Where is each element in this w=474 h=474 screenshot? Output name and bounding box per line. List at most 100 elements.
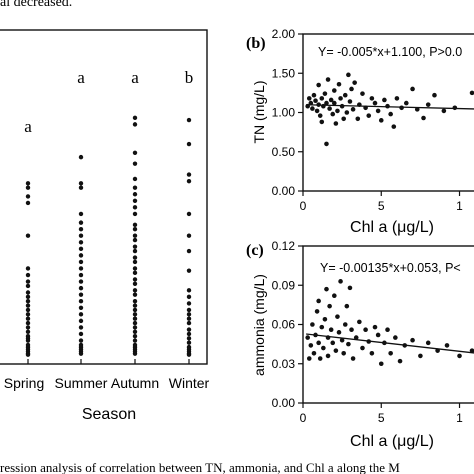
panel-c-point — [328, 327, 334, 333]
panel-c-point — [322, 316, 328, 322]
panel-c-point — [369, 350, 375, 356]
panel-a-point — [25, 194, 31, 199]
panel-b-ytick-label: 2.00 — [272, 27, 296, 41]
panel-a-xtick-label: Spring — [4, 375, 44, 391]
panel-a-point — [132, 185, 138, 190]
panel-a-point — [132, 176, 138, 182]
panel-a-point — [25, 316, 31, 321]
panel-c-point — [317, 356, 323, 361]
panel-b-point — [319, 119, 325, 125]
panel-a-point — [25, 307, 31, 313]
panel-a-point — [78, 325, 84, 330]
panel-a-frame — [0, 29, 208, 365]
panel-b-point — [316, 82, 321, 88]
panel-a-significance-letter: a — [131, 68, 139, 87]
panel-b-point — [308, 100, 314, 106]
panel-a-significance-letter: a — [77, 68, 85, 87]
panel-a-point — [186, 248, 192, 254]
panel-b-point — [327, 106, 332, 111]
panel-a-point — [25, 283, 31, 289]
panel-c-point — [357, 319, 362, 325]
panel-a-significance-letter: a — [24, 117, 32, 136]
panel-a-point — [186, 301, 192, 306]
panel-c-point — [325, 353, 331, 359]
panel-a-point — [78, 279, 84, 284]
panel-a-point — [132, 122, 138, 127]
panel-a-point — [132, 312, 138, 317]
panel-b-ytick-label: 0.50 — [272, 145, 296, 159]
panel-b-equation: Y= -0.005*x+1.100, P>0.0 — [318, 45, 462, 59]
panel-b-point — [360, 91, 365, 96]
panel-a-point — [78, 285, 84, 291]
panel-a-point — [132, 329, 138, 334]
panel-b-points — [305, 72, 474, 147]
panel-b-xtick-label: 0 — [300, 199, 307, 213]
panel-b-point — [324, 100, 329, 106]
panel-c-xtick-label: 1 — [456, 411, 463, 425]
panel-a-point — [132, 211, 138, 217]
panel-c-point — [385, 327, 390, 333]
panel-b-point — [388, 111, 393, 117]
panel-b-point — [441, 108, 447, 114]
panel-a-point — [78, 305, 84, 310]
panel-c-ytick-label: 0.12 — [272, 239, 296, 253]
panel-b-point — [324, 141, 329, 147]
panel-a-point — [186, 117, 192, 123]
panel-b-ylabel: TN (mg/L) — [251, 81, 267, 144]
panel-b-point — [305, 103, 310, 109]
panel-a-point — [25, 181, 31, 186]
panel-a-point — [78, 318, 84, 324]
panel-a-point — [132, 277, 138, 282]
panel-c-point — [457, 353, 462, 359]
panel-b-point — [328, 97, 334, 103]
panel-b-point — [338, 96, 343, 101]
panel-c-point — [397, 358, 403, 364]
panel-a-point — [78, 185, 84, 190]
panel-a-point — [25, 290, 31, 295]
panel-b-point — [432, 92, 437, 98]
panel-a-point — [78, 246, 84, 252]
panel-a-point — [78, 253, 84, 258]
panel-b-point — [342, 92, 348, 98]
panel-b-point — [325, 77, 331, 82]
panel-c-point — [346, 341, 351, 347]
panel-b-point — [341, 116, 346, 122]
panel-b: (b) TN (mg/L) Chl a (μg/L) Y= -0.005*x+1… — [246, 27, 474, 236]
panel-c-point — [338, 279, 343, 284]
panel-a-point — [132, 266, 138, 271]
panel-c-point — [314, 309, 320, 314]
panel-c-point — [347, 285, 353, 291]
panel-c-label: (c) — [246, 242, 264, 259]
panel-c-point — [330, 340, 336, 346]
panel-a-point — [132, 333, 138, 339]
panel-a-point — [132, 320, 138, 326]
panel-a-point — [132, 205, 138, 210]
panel-a-point — [132, 192, 138, 197]
panel-b-point — [369, 96, 375, 101]
panel-b-point — [425, 102, 431, 107]
panel-c-point — [324, 286, 329, 292]
caption-fragment-top: al decreased. — [0, 0, 72, 10]
panel-a-point — [25, 294, 31, 300]
panel-a-xtick-label: Summer — [55, 375, 108, 391]
panel-a-point — [132, 198, 138, 203]
panel-a-point — [25, 320, 31, 326]
panel-c-equation: Y= -0.00135*x+0.053, P< — [320, 261, 461, 275]
panel-c-point — [332, 293, 337, 299]
panel-a-point — [132, 259, 138, 265]
panel-a-significance-letters: a a a b — [24, 68, 193, 136]
panel-b-xtick-label: 1 — [456, 199, 463, 213]
panel-c-point — [353, 335, 359, 340]
panel-c-xtick-label: 0 — [300, 411, 307, 425]
panel-a-point — [25, 185, 31, 190]
panel-b-xtick-label: 5 — [378, 199, 385, 213]
panel-a-point — [132, 248, 138, 254]
panel-a-point — [186, 327, 192, 332]
panel-b-point — [344, 110, 350, 115]
panel-c-point — [341, 350, 346, 356]
panel-a-point — [132, 161, 138, 166]
panel-c-point — [393, 335, 398, 340]
panel-a-point — [25, 299, 31, 304]
panel-a-point — [186, 178, 192, 184]
panel-a-point — [78, 338, 84, 343]
